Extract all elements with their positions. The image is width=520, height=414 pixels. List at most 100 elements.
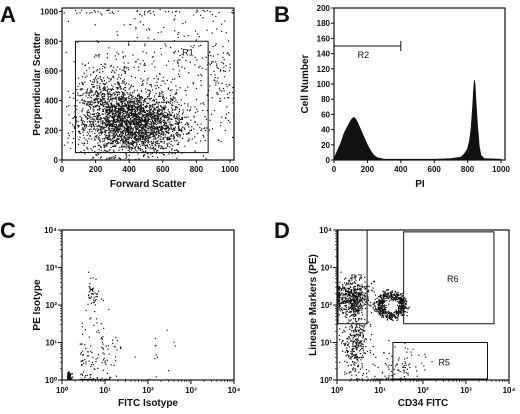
event-dot — [176, 132, 178, 134]
event-dot — [133, 115, 135, 117]
event-dot — [358, 378, 360, 380]
y-tick-label: 10⁴ — [44, 226, 57, 235]
event-dot — [180, 121, 182, 124]
event-dot — [339, 303, 341, 305]
event-dot — [173, 341, 175, 343]
event-dot — [143, 135, 145, 137]
event-dot — [144, 117, 146, 119]
event-dot — [229, 67, 231, 69]
event-dot — [162, 76, 165, 78]
event-dot — [405, 372, 407, 374]
event-dot — [91, 123, 93, 125]
event-dot — [162, 113, 164, 115]
event-dot — [342, 286, 344, 288]
event-dot — [141, 137, 143, 139]
event-dot — [155, 145, 157, 147]
event-dot — [97, 96, 99, 98]
event-dot — [97, 121, 99, 123]
event-dot — [354, 288, 356, 290]
event-dot — [391, 355, 393, 357]
event-dot — [360, 291, 363, 293]
event-dot — [139, 96, 141, 98]
event-dot — [114, 145, 117, 147]
event-dot — [90, 118, 92, 120]
event-dot — [133, 136, 136, 138]
y-tick-label: 100 — [317, 80, 331, 89]
event-dot — [144, 45, 146, 47]
event-dot — [152, 131, 154, 133]
event-dot — [140, 103, 142, 106]
event-dot — [90, 120, 92, 123]
event-dot — [355, 310, 357, 312]
event-dot — [101, 346, 103, 348]
event-dot — [339, 361, 341, 364]
event-dot — [86, 75, 88, 77]
event-dot — [109, 106, 111, 108]
event-dot — [104, 143, 106, 145]
event-dot — [349, 357, 351, 360]
event-dot — [361, 314, 364, 316]
event-dot — [99, 83, 101, 85]
event-dot — [161, 113, 163, 115]
event-dot — [348, 319, 350, 321]
event-dot — [151, 118, 153, 120]
event-dot — [84, 114, 86, 116]
event-dot — [81, 128, 83, 130]
event-dot — [147, 141, 149, 143]
event-dot — [145, 98, 147, 100]
event-dot — [154, 120, 156, 122]
event-dot — [162, 153, 165, 155]
event-dot — [345, 297, 347, 299]
event-dot — [173, 109, 175, 111]
event-dot — [127, 133, 130, 135]
event-dot — [128, 144, 130, 146]
event-dot — [124, 105, 126, 107]
event-dot — [102, 71, 104, 73]
event-dot — [147, 115, 149, 117]
event-dot — [87, 148, 89, 150]
event-dot — [107, 142, 109, 145]
event-dot — [142, 134, 144, 136]
event-dot — [345, 288, 347, 290]
event-dot — [96, 116, 98, 118]
event-dot — [351, 308, 353, 310]
event-dot — [185, 21, 187, 23]
event-dot — [220, 141, 222, 143]
event-dot — [108, 113, 110, 115]
event-dot — [133, 126, 136, 128]
event-dot — [89, 282, 91, 285]
event-dot — [112, 125, 114, 127]
event-dot — [118, 137, 120, 140]
event-dot — [70, 377, 72, 379]
event-dot — [359, 318, 361, 320]
event-dot — [99, 109, 101, 111]
event-dot — [139, 112, 141, 114]
event-dot — [362, 285, 364, 288]
event-dot — [353, 345, 355, 347]
event-dot — [126, 138, 129, 141]
event-dot — [192, 82, 194, 84]
event-dot — [362, 296, 364, 298]
event-dot — [140, 106, 143, 108]
event-dot — [162, 115, 164, 117]
event-dot — [359, 334, 361, 336]
event-dot — [200, 74, 202, 76]
event-dot — [136, 102, 138, 104]
event-dot — [361, 363, 363, 365]
event-dot — [135, 116, 137, 118]
event-dot — [345, 277, 347, 279]
event-dot — [152, 110, 154, 112]
event-dot — [137, 95, 139, 97]
event-dot — [124, 110, 126, 113]
event-dot — [97, 97, 100, 100]
event-dot — [156, 130, 158, 133]
event-dot — [368, 290, 370, 293]
event-dot — [83, 126, 86, 128]
event-dot — [364, 319, 366, 321]
event-dot — [157, 103, 159, 105]
event-dot — [138, 117, 141, 119]
event-dot — [121, 146, 123, 148]
event-dot — [357, 306, 359, 308]
event-dot — [91, 138, 93, 140]
x-tick-label: 0 — [332, 165, 337, 174]
